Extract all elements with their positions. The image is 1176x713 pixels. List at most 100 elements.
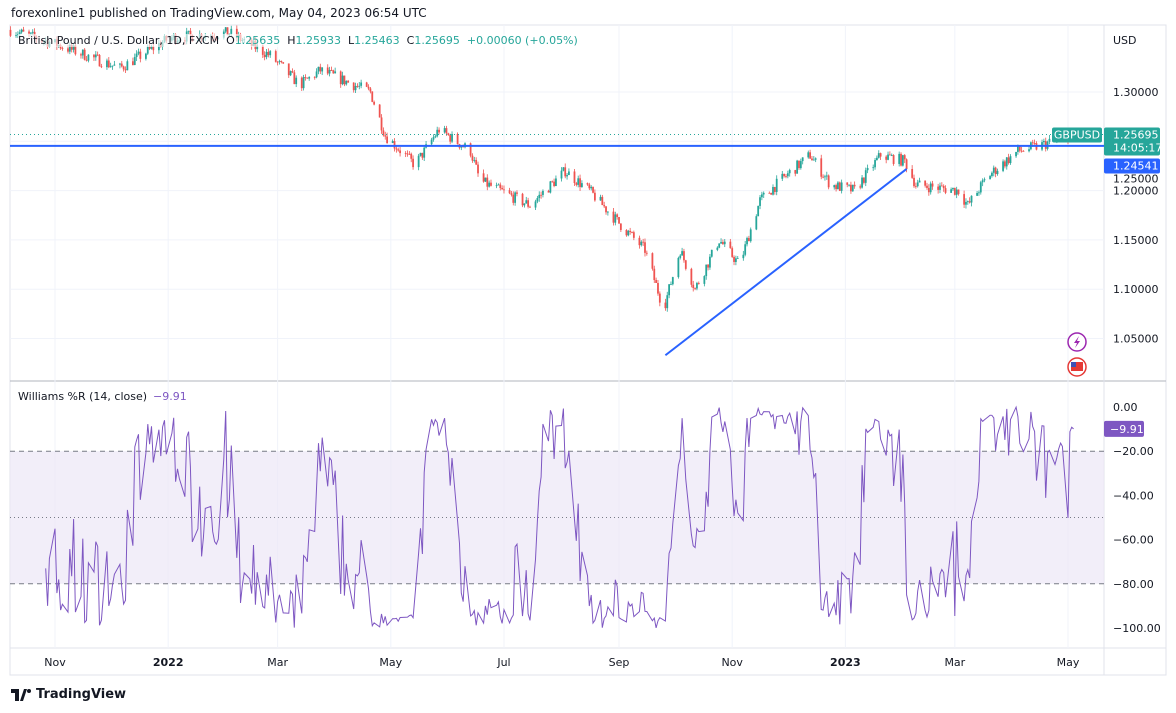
candle	[812, 156, 815, 161]
candle-body	[747, 238, 750, 242]
candle	[367, 84, 370, 91]
candle	[417, 153, 420, 171]
candle-body	[877, 153, 880, 158]
candle	[278, 59, 281, 65]
candle	[966, 200, 969, 205]
candle-body	[629, 230, 632, 233]
candle	[697, 281, 700, 285]
candle-body	[490, 182, 492, 186]
candle-body	[516, 192, 518, 194]
candle-body	[916, 182, 919, 187]
candle-body	[953, 187, 956, 195]
candle-body	[469, 143, 472, 156]
candle	[848, 184, 850, 187]
candle-body	[992, 167, 995, 173]
candle	[887, 151, 889, 161]
candle-body	[979, 182, 982, 193]
candle	[386, 132, 389, 144]
price-tick: 1.10000	[1113, 283, 1159, 296]
candle	[334, 67, 337, 74]
candle-body	[523, 203, 526, 206]
candle	[840, 179, 843, 194]
candle-body	[317, 66, 320, 72]
candle	[720, 238, 722, 245]
lightning-icon-glyph	[1074, 336, 1080, 348]
candle	[911, 165, 914, 179]
candle	[734, 255, 737, 266]
candle	[798, 160, 800, 170]
candle	[927, 184, 930, 196]
candle	[85, 55, 88, 62]
candle-body	[677, 257, 680, 278]
candle-body	[564, 167, 567, 177]
candle	[96, 51, 99, 57]
candle-body	[827, 175, 830, 188]
symbol-legend: British Pound / U.S. Dollar, 1D, FXCM O1…	[18, 34, 578, 47]
candle	[423, 145, 426, 162]
candle	[122, 65, 125, 72]
candle	[529, 205, 531, 208]
candle	[770, 192, 773, 195]
candle	[523, 203, 526, 208]
candle-body	[549, 181, 552, 193]
candle-body	[773, 186, 776, 192]
candle	[940, 182, 943, 187]
symbol-title[interactable]: British Pound / U.S. Dollar, 1D, FXCM	[18, 34, 220, 47]
candle	[1009, 154, 1012, 165]
candle-body	[152, 46, 155, 51]
candle-body	[280, 60, 283, 63]
candle	[315, 68, 318, 79]
us-flag-canton	[1071, 362, 1076, 367]
candle	[382, 127, 385, 137]
candle-body	[684, 260, 687, 269]
candle-body	[890, 155, 893, 156]
candle-body	[447, 133, 450, 136]
us-flag-icon[interactable]	[1067, 357, 1087, 377]
symbol-tag-label: GBPUSD	[1054, 128, 1100, 141]
candle-body	[605, 206, 607, 213]
brand-name: TradingView	[36, 687, 127, 702]
candle	[957, 189, 960, 196]
candle-body	[96, 54, 99, 56]
candle-body	[98, 55, 101, 67]
candle-body	[503, 189, 505, 191]
candle-body	[124, 69, 127, 71]
candle	[380, 114, 383, 134]
candle	[655, 277, 658, 284]
candle-body	[540, 194, 542, 196]
candle-body	[148, 46, 151, 49]
candle-body	[282, 62, 285, 64]
candle	[226, 27, 229, 36]
lightning-icon[interactable]	[1067, 332, 1087, 352]
candle-body	[514, 192, 517, 203]
candle-body	[733, 256, 735, 262]
candle	[716, 246, 719, 252]
candle-body	[796, 160, 799, 174]
candle-body	[109, 66, 112, 68]
candle-body	[901, 155, 904, 166]
candle-body	[603, 205, 606, 207]
candle	[332, 69, 335, 74]
candle	[601, 194, 604, 206]
open-label: O	[226, 34, 235, 47]
candle	[425, 141, 427, 149]
candle	[651, 252, 654, 271]
candle	[579, 174, 581, 192]
candle-body	[332, 70, 335, 74]
footer-brand[interactable]: TradingView	[11, 687, 126, 702]
indicator-legend[interactable]: Williams %R (14, close) −9.91	[18, 390, 187, 403]
candle	[861, 175, 863, 189]
candle	[289, 70, 292, 77]
candle	[347, 79, 350, 83]
candle-body	[510, 193, 513, 195]
candle	[877, 150, 880, 159]
candle	[93, 54, 95, 61]
wr-tick: −40.00	[1113, 489, 1154, 502]
candle	[809, 149, 812, 159]
candle-body	[885, 156, 888, 160]
candle-body	[1022, 150, 1025, 152]
candle	[107, 57, 110, 69]
candle-body	[132, 61, 134, 66]
candle	[746, 236, 748, 247]
